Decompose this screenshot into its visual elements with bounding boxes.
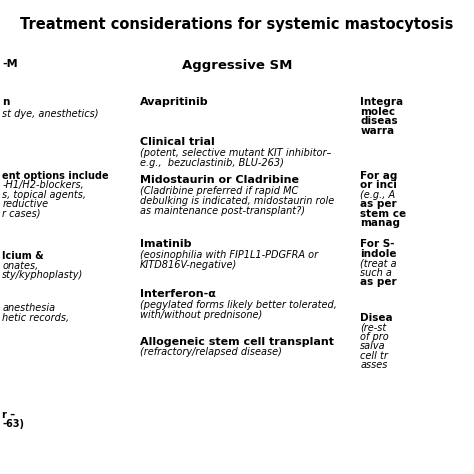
Text: or inci: or inci xyxy=(360,180,397,190)
Text: warra: warra xyxy=(360,126,394,136)
Text: (e.g., A: (e.g., A xyxy=(360,190,395,200)
Text: Disea: Disea xyxy=(360,313,393,323)
Text: reductive: reductive xyxy=(2,199,48,209)
Text: -H1/H2-blockers,: -H1/H2-blockers, xyxy=(2,180,84,190)
Text: (refractory/relapsed disease): (refractory/relapsed disease) xyxy=(140,347,282,357)
Text: asses: asses xyxy=(360,360,388,370)
Text: r cases): r cases) xyxy=(2,209,41,219)
Text: Aggressive SM: Aggressive SM xyxy=(182,59,292,72)
Text: Allogeneic stem cell transplant: Allogeneic stem cell transplant xyxy=(140,337,334,346)
Text: st dye, anesthetics): st dye, anesthetics) xyxy=(2,109,99,119)
Text: with/without prednisone): with/without prednisone) xyxy=(140,310,262,319)
Text: s, topical agents,: s, topical agents, xyxy=(2,190,86,200)
Text: Interferon-α: Interferon-α xyxy=(140,289,216,299)
Text: cell tr: cell tr xyxy=(360,351,388,361)
Text: diseas: diseas xyxy=(360,116,398,126)
Text: Midostaurin or Cladribine: Midostaurin or Cladribine xyxy=(140,175,299,185)
Text: (Cladribine preferred if rapid MC: (Cladribine preferred if rapid MC xyxy=(140,186,298,196)
Text: lcium &: lcium & xyxy=(2,251,44,261)
Text: salva: salva xyxy=(360,341,386,351)
Text: hetic records,: hetic records, xyxy=(2,313,70,323)
Text: r –: r – xyxy=(2,410,16,420)
Text: Integra: Integra xyxy=(360,97,403,107)
Text: -M: -M xyxy=(2,59,18,69)
Text: e.g.,  bezuclastinib, BLU-263): e.g., bezuclastinib, BLU-263) xyxy=(140,158,284,168)
Text: (eosinophilia with FIP1L1-PDGFRA or: (eosinophilia with FIP1L1-PDGFRA or xyxy=(140,250,318,260)
Text: as per: as per xyxy=(360,277,397,287)
Text: (re-st: (re-st xyxy=(360,322,386,332)
Text: indole: indole xyxy=(360,249,397,259)
Text: (pegylated forms likely better tolerated,: (pegylated forms likely better tolerated… xyxy=(140,300,337,310)
Text: Imatinib: Imatinib xyxy=(140,239,191,249)
Text: (treat a: (treat a xyxy=(360,258,397,268)
Text: KITD816V-negative): KITD816V-negative) xyxy=(140,260,237,270)
Text: manag: manag xyxy=(360,218,400,228)
Text: n: n xyxy=(2,97,10,107)
Text: Avapritinib: Avapritinib xyxy=(140,97,209,107)
Text: sty/kyphoplasty): sty/kyphoplasty) xyxy=(2,270,83,280)
Text: as per: as per xyxy=(360,199,397,209)
Text: molec: molec xyxy=(360,107,395,117)
Text: Treatment considerations for systemic mastocytosis: Treatment considerations for systemic ma… xyxy=(20,17,454,32)
Text: Clinical trial: Clinical trial xyxy=(140,137,215,147)
Text: such a: such a xyxy=(360,268,392,278)
Text: of pro: of pro xyxy=(360,332,389,342)
Text: ent options include: ent options include xyxy=(2,171,109,181)
Text: onates,: onates, xyxy=(2,261,38,271)
Text: stem ce: stem ce xyxy=(360,209,406,219)
Text: anesthesia: anesthesia xyxy=(2,303,55,313)
Text: For S-: For S- xyxy=(360,239,395,249)
Text: as maintenance post-transplant?): as maintenance post-transplant?) xyxy=(140,206,305,216)
Text: (potent, selective mutant KIT inhibitor–: (potent, selective mutant KIT inhibitor– xyxy=(140,148,331,158)
Text: -63): -63) xyxy=(2,419,24,429)
Text: debulking is indicated, midostaurin role: debulking is indicated, midostaurin role xyxy=(140,196,334,206)
Text: For ag: For ag xyxy=(360,171,398,181)
